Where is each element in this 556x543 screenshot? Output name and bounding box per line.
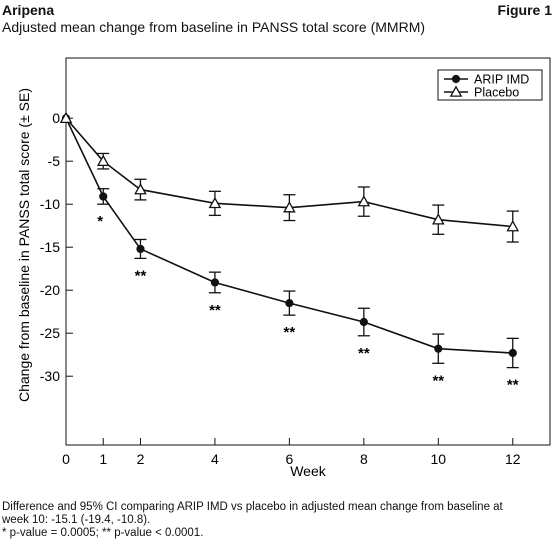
x-tick-label: 12 <box>505 451 521 467</box>
series-line <box>65 117 513 354</box>
legend-item: Placebo <box>444 85 519 100</box>
x-tick-label: 6 <box>285 451 293 467</box>
data-point <box>508 348 517 358</box>
legend-marker <box>451 74 461 84</box>
data-point <box>99 192 108 201</box>
data-point <box>285 299 294 308</box>
significance-marker: ** <box>209 302 221 319</box>
y-tick-label: -5 <box>48 153 61 169</box>
data-point <box>359 317 368 327</box>
x-tick-label: 10 <box>431 451 447 467</box>
significance-marker: ** <box>135 267 147 284</box>
axes-layer: 0-5-10-15-20-25-300 1 2 4 6 8 10 12 <box>40 110 521 467</box>
brand-title: Aripena <box>2 2 55 18</box>
x-axis-label: Week <box>290 463 327 479</box>
figure-label: Figure 1 <box>497 2 552 18</box>
data-point <box>208 196 222 209</box>
data-point <box>357 195 371 207</box>
x-tick-label: 4 <box>211 451 219 467</box>
series-layer: *********** ** <box>59 111 520 394</box>
legend-item: ARIP IMD <box>444 73 529 87</box>
y-tick-label: -15 <box>40 239 60 255</box>
y-axis-label: Change from baseline in PANSS total scor… <box>16 88 32 402</box>
legend-label: Placebo <box>474 86 519 100</box>
y-tick-label: 0 <box>52 110 60 126</box>
significance-marker: ** <box>284 324 296 341</box>
significance-marker: ** <box>432 372 444 389</box>
significance-marker: ** <box>358 345 370 362</box>
data-point <box>434 344 443 353</box>
series-arip-imd: *********** ** <box>61 114 519 394</box>
data-point <box>134 183 147 195</box>
footnote-line-3: * p-value = 0.0005; ** p-value < 0.0001. <box>2 527 204 539</box>
data-point <box>210 278 220 287</box>
footnote: Difference and 95% CI comparing ARIP IMD… <box>2 501 550 540</box>
x-tick-label: 0 <box>62 451 70 467</box>
x-tick-label: 1 <box>99 451 107 467</box>
chart-subtitle: Adjusted mean change from baseline in PA… <box>2 19 426 35</box>
plot-frame <box>65 57 551 446</box>
data-point <box>59 111 73 124</box>
y-tick-label: -30 <box>40 368 60 384</box>
data-point <box>506 220 520 232</box>
x-tick-label: 8 <box>360 451 368 467</box>
data-point <box>136 244 145 254</box>
footnote-line-1: Difference and 95% CI comparing ARIP IMD… <box>2 501 503 513</box>
data-point <box>283 201 296 213</box>
data-point <box>96 154 110 167</box>
footnote-line-2: week 10: -15.1 (-19.4, -10.8). <box>2 514 151 526</box>
legend-marker <box>449 85 463 97</box>
y-tick-label: -25 <box>40 325 60 341</box>
y-tick-label: -20 <box>40 282 60 298</box>
line-chart: 0-5-10-15-20-25-300 1 2 4 6 8 10 12 ***********… <box>16 57 551 479</box>
x-tick-label: 2 <box>137 451 145 467</box>
series-placebo <box>59 111 520 243</box>
data-point <box>432 213 445 225</box>
significance-marker: * <box>97 213 103 230</box>
y-tick-label: -10 <box>40 196 60 212</box>
significance-marker: ** <box>507 377 519 394</box>
legend-label: ARIP IMD <box>474 73 529 87</box>
